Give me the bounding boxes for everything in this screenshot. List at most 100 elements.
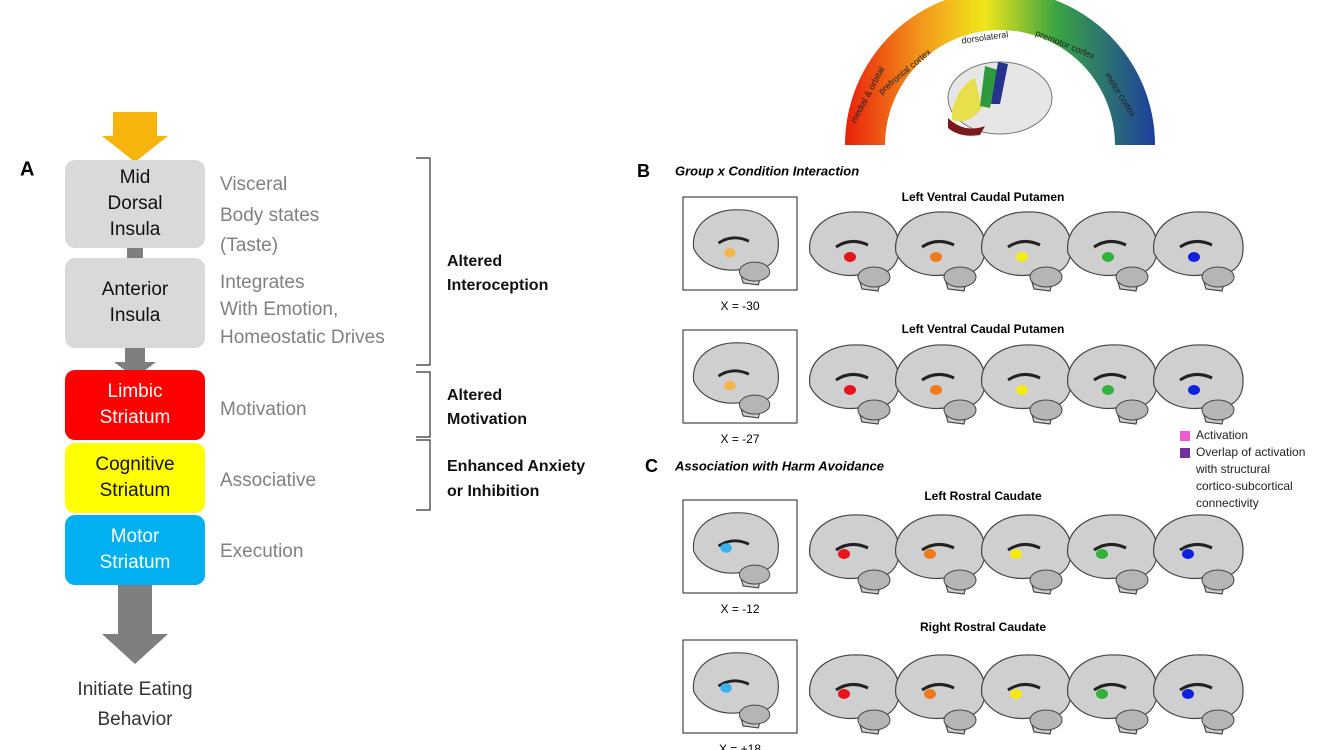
row-title: Left Ventral Caudal Putamen bbox=[902, 322, 1065, 336]
activation-blob bbox=[924, 689, 936, 699]
stage-label: Anterior bbox=[102, 279, 169, 300]
stage-description: Visceral bbox=[220, 174, 287, 195]
stage-description: With Emotion, bbox=[220, 299, 338, 320]
legend-swatch bbox=[1180, 431, 1190, 441]
figure: A MidDorsalInsulaVisceralBody states(Tas… bbox=[0, 0, 1337, 750]
activation-blob bbox=[1010, 549, 1022, 559]
cerebellum bbox=[1202, 710, 1234, 730]
cerebellum bbox=[1030, 400, 1062, 420]
stage-label: Insula bbox=[110, 219, 161, 240]
panel-title: Association with Harm Avoidance bbox=[674, 458, 884, 473]
brain-lateral bbox=[948, 62, 1052, 136]
brackets bbox=[416, 158, 430, 510]
brain-slice bbox=[982, 212, 1071, 291]
activation-blob bbox=[1010, 689, 1022, 699]
activation-blob bbox=[1102, 385, 1114, 395]
cerebellum bbox=[739, 395, 769, 414]
cerebellum bbox=[739, 262, 769, 281]
output-arrow bbox=[102, 585, 168, 664]
panel-label: B bbox=[637, 161, 650, 181]
bracket-label: Interoception bbox=[447, 277, 548, 294]
stage-description: Associative bbox=[220, 470, 316, 491]
cerebellum bbox=[858, 267, 890, 287]
brain-slice bbox=[1068, 345, 1157, 424]
legend-label: connectivity bbox=[1196, 496, 1259, 510]
cerebellum bbox=[858, 400, 890, 420]
brain-slice bbox=[982, 515, 1071, 594]
stage-label: Cognitive bbox=[95, 454, 174, 475]
cerebellum bbox=[944, 710, 976, 730]
stage-description: Execution bbox=[220, 541, 303, 562]
activation-blob bbox=[838, 549, 850, 559]
brain-slice bbox=[1068, 212, 1157, 291]
cerebellum bbox=[1116, 267, 1148, 287]
brain-slice bbox=[810, 345, 899, 424]
slice-label: X = -30 bbox=[720, 299, 759, 313]
activation-blob bbox=[924, 549, 936, 559]
cerebellum bbox=[739, 565, 769, 584]
cerebellum bbox=[1030, 710, 1062, 730]
brain-slice bbox=[810, 655, 899, 734]
legend-label: with structural bbox=[1195, 462, 1270, 476]
legend-label: Overlap of activation bbox=[1196, 445, 1305, 459]
stage-description: (Taste) bbox=[220, 235, 278, 256]
brain-slice bbox=[1154, 515, 1243, 594]
brain-slice bbox=[1154, 655, 1243, 734]
panel-label: C bbox=[645, 456, 658, 476]
input-arrow bbox=[102, 112, 168, 162]
stage-description: Motivation bbox=[220, 399, 307, 420]
stage-label: Mid bbox=[120, 167, 151, 188]
outcome-label: Initiate Eating bbox=[77, 679, 192, 700]
brain-slice bbox=[896, 515, 985, 594]
brain-slice bbox=[810, 515, 899, 594]
cerebellum bbox=[1030, 267, 1062, 287]
legend-swatch bbox=[1180, 448, 1190, 458]
stage-label: Striatum bbox=[100, 552, 171, 573]
stage-description: Body states bbox=[220, 205, 319, 226]
cerebellum bbox=[1202, 267, 1234, 287]
cerebellum bbox=[1202, 400, 1234, 420]
activation-blob bbox=[1096, 689, 1108, 699]
legend-label: cortico-subcortical bbox=[1196, 479, 1293, 493]
stage-label: Striatum bbox=[100, 407, 171, 428]
activation-blob bbox=[724, 381, 735, 391]
activation-blob bbox=[1182, 689, 1194, 699]
brain-slice bbox=[896, 212, 985, 291]
activation-blob bbox=[838, 689, 850, 699]
row-title: Left Rostral Caudate bbox=[924, 489, 1042, 503]
row-title: Right Rostral Caudate bbox=[920, 620, 1046, 634]
activation-blob bbox=[1096, 549, 1108, 559]
slice-label: X = -27 bbox=[720, 432, 759, 446]
brain-slice bbox=[810, 212, 899, 291]
cerebellum bbox=[858, 710, 890, 730]
activation-blob bbox=[844, 385, 856, 395]
bracket-label: or Inhibition bbox=[447, 483, 539, 500]
activation-blob bbox=[1016, 385, 1028, 395]
activation-blob bbox=[1188, 252, 1200, 262]
stage-description: Integrates bbox=[220, 272, 305, 293]
cerebellum bbox=[1116, 400, 1148, 420]
cerebellum bbox=[1202, 570, 1234, 590]
activation-blob bbox=[720, 543, 731, 553]
activation-blob bbox=[1102, 252, 1114, 262]
brain-slice bbox=[1154, 345, 1243, 424]
bracket-label: Altered bbox=[447, 387, 502, 404]
stage-label: Limbic bbox=[108, 381, 163, 402]
cerebellum bbox=[944, 400, 976, 420]
slice-label: X = -12 bbox=[720, 602, 759, 616]
stage-label: Insula bbox=[110, 305, 161, 326]
stage-label: Striatum bbox=[100, 480, 171, 501]
cerebellum bbox=[1116, 710, 1148, 730]
legend-label: Activation bbox=[1196, 428, 1248, 442]
stage-box bbox=[65, 258, 205, 348]
cerebellum bbox=[858, 570, 890, 590]
cerebellum bbox=[1116, 570, 1148, 590]
activation-blob bbox=[1188, 385, 1200, 395]
activation-blob bbox=[1016, 252, 1028, 262]
activation-blob bbox=[930, 252, 942, 262]
cerebellum bbox=[1030, 570, 1062, 590]
brain-slice bbox=[896, 655, 985, 734]
row-title: Left Ventral Caudal Putamen bbox=[902, 190, 1065, 204]
activation-blob bbox=[720, 683, 731, 693]
stage-label: Motor bbox=[111, 526, 160, 547]
